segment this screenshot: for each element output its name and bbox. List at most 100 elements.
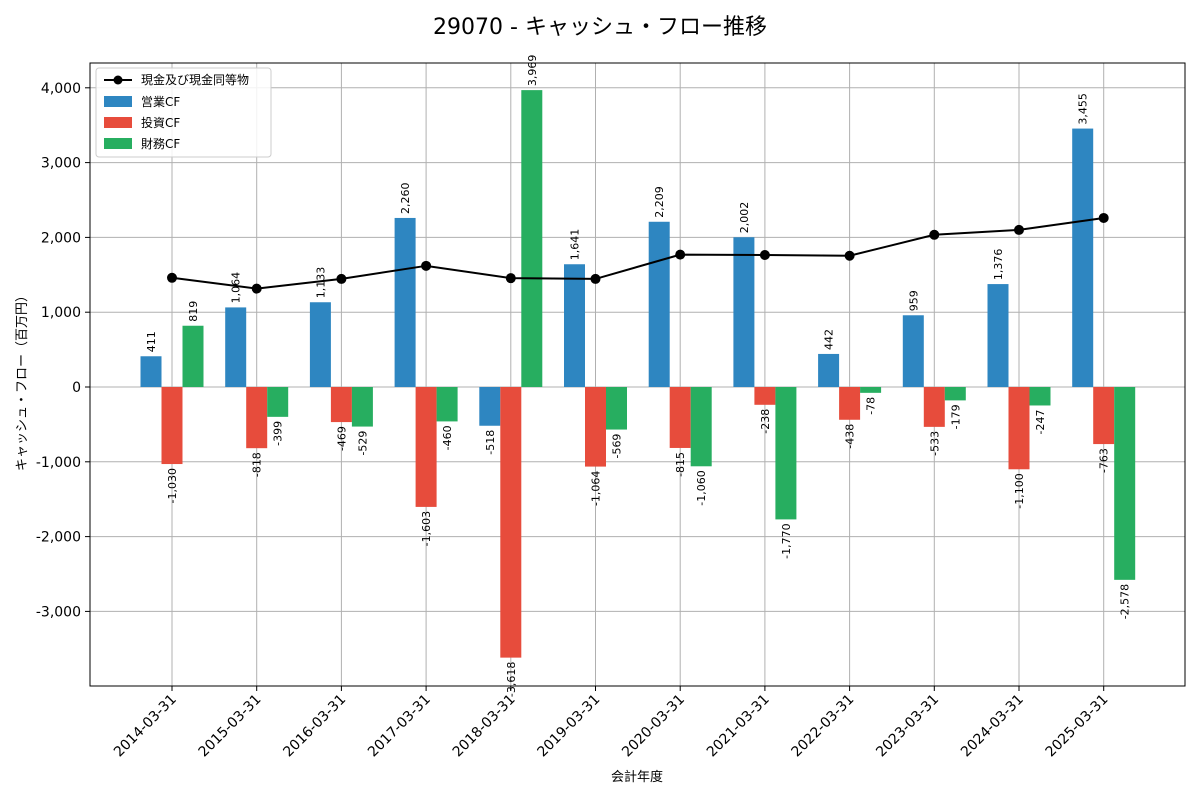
bar: [140, 356, 162, 387]
x-tick-label: 2017-03-31: [365, 692, 434, 761]
legend: 現金及び現金同等物 営業CF 投資CF 財務CF: [95, 67, 272, 158]
bar-value-label: -438: [844, 424, 857, 449]
x-tick-label: 2023-03-31: [873, 692, 942, 761]
y-tick-label: 2,000: [41, 230, 81, 246]
cash-point: [759, 249, 770, 260]
bar: [267, 387, 289, 417]
bar-value-label: 411: [145, 331, 158, 352]
cash-point: [675, 249, 686, 260]
bar: [839, 387, 861, 420]
bar: [690, 387, 712, 467]
x-tick-label: 2021-03-31: [704, 692, 773, 761]
y-axis-ticks: -3,000 -2,000 -1,000 0 1,000 2,000 3,000 4,000: [36, 81, 90, 620]
bar: [394, 217, 416, 387]
bar: [944, 387, 966, 401]
cash-point: [251, 283, 262, 294]
bar-value-label: -818: [251, 452, 264, 477]
legend-swatch-financing: [104, 138, 132, 149]
bar-value-label: 442: [823, 329, 836, 350]
bar-value-label: -1,030: [166, 468, 179, 503]
x-tick-label: 2020-03-31: [619, 692, 688, 761]
bar-value-label: -179: [949, 404, 962, 429]
legend-swatch-investing: [104, 117, 132, 128]
bar-value-label: -238: [759, 409, 772, 434]
bar-value-label: -533: [928, 431, 941, 456]
legend-swatch-operating: [104, 96, 132, 107]
y-tick-label: 1,000: [41, 305, 81, 321]
y-tick-label: -3,000: [36, 604, 81, 620]
bar-value-label: 2,260: [399, 182, 412, 214]
bar: [1114, 387, 1136, 580]
bar: [1072, 128, 1094, 388]
bar-value-label: -1,064: [590, 471, 603, 506]
bar: [521, 90, 543, 387]
bar-value-label: -1,100: [1013, 473, 1026, 508]
x-tick-label: 2016-03-31: [280, 692, 349, 761]
x-tick-label: 2025-03-31: [1043, 692, 1112, 761]
bar-value-label: 3,969: [526, 55, 539, 87]
bar-value-label: -1,603: [420, 511, 433, 546]
bar: [818, 353, 840, 387]
y-tick-label: -1,000: [36, 455, 81, 471]
bar: [1008, 387, 1030, 470]
bar-value-label: -247: [1034, 409, 1047, 434]
cash-point: [1014, 224, 1024, 235]
bar: [330, 387, 352, 423]
chart-title: 29070 - キャッシュ・フロー推移: [433, 15, 767, 40]
line-layer: [167, 212, 1109, 294]
bar-value-label: -518: [484, 430, 497, 455]
bar-value-label: 3,455: [1077, 93, 1090, 125]
bar: [923, 387, 945, 427]
cash-point: [929, 229, 940, 240]
bar: [606, 387, 627, 430]
bar: [309, 302, 331, 387]
bar: [902, 315, 924, 387]
bar: [436, 387, 458, 422]
bar-value-label: -1,060: [695, 470, 708, 505]
x-tick-label: 2019-03-31: [534, 692, 603, 761]
cash-point: [505, 273, 516, 284]
bar: [225, 307, 247, 387]
bar-value-label: 1,133: [314, 267, 327, 299]
bar-labels-layer: 411 1,064 1,133 2,260 -518 1,641 2,209 2,002 442…: [145, 55, 1132, 697]
bar: [775, 387, 797, 520]
bar-value-label: -460: [441, 425, 454, 450]
cash-point: [421, 260, 432, 271]
bar-value-label: 1,376: [992, 249, 1005, 281]
bar: [415, 387, 437, 507]
x-tick-label: 2024-03-31: [958, 692, 1027, 761]
bar: [351, 387, 373, 427]
bar-value-label: -78: [865, 397, 878, 415]
x-tick-label: 2018-03-31: [450, 692, 519, 761]
y-tick-label: 4,000: [41, 81, 81, 97]
cash-line: [171, 216, 1104, 290]
cash-point: [167, 272, 177, 283]
cash-point: [590, 273, 601, 284]
legend-box: [95, 67, 272, 158]
cash-point: [336, 273, 347, 284]
bar-value-label: -399: [272, 421, 285, 446]
x-tick-label: 2022-03-31: [789, 692, 858, 761]
bar: [669, 387, 691, 448]
plot-frame: [89, 62, 1186, 687]
y-axis-label: キャッシュ・フロー（百万円）: [15, 289, 30, 471]
bar: [182, 325, 204, 387]
legend-label-operating: 営業CF: [141, 95, 180, 109]
bar-value-label: 2,209: [653, 186, 666, 218]
cash-point: [1098, 212, 1109, 223]
x-tick-label: 2015-03-31: [196, 692, 265, 761]
bar: [479, 387, 501, 426]
bar-value-label: 959: [907, 290, 920, 311]
bar: [564, 264, 585, 387]
bar-value-label: 1,064: [230, 272, 243, 304]
bar: [1093, 387, 1115, 445]
y-tick-label: 3,000: [41, 156, 81, 172]
bar: [648, 221, 670, 387]
bar: [246, 387, 268, 449]
y-tick-label: 0: [72, 380, 81, 396]
x-axis-label: 会計年度: [611, 769, 663, 785]
bar-value-label: -3,618: [505, 662, 518, 697]
bar: [161, 387, 183, 465]
bar: [500, 387, 522, 658]
